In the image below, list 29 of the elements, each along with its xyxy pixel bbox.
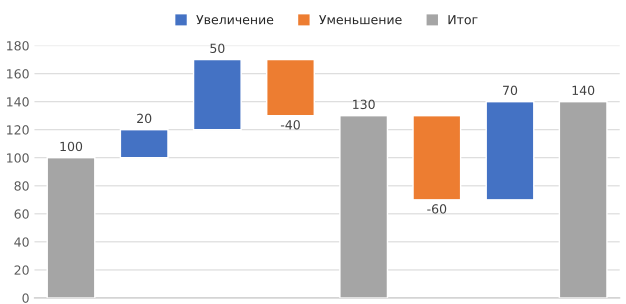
y-tick-label: 20 bbox=[14, 265, 29, 275]
y-tick-label: 100 bbox=[7, 153, 29, 163]
y-tick-label: 40 bbox=[14, 237, 29, 247]
data-label: -60 bbox=[427, 204, 446, 214]
bar bbox=[558, 100, 608, 298]
y-tick-label: 140 bbox=[7, 97, 29, 107]
data-label: 130 bbox=[353, 100, 375, 110]
legend-label: Увеличение bbox=[196, 15, 274, 24]
data-label: 50 bbox=[210, 44, 224, 54]
y-tick-label: 160 bbox=[7, 69, 29, 79]
bar bbox=[192, 58, 242, 130]
bar bbox=[46, 157, 96, 298]
bar bbox=[486, 100, 534, 200]
y-tick-label: 0 bbox=[22, 293, 29, 303]
bar bbox=[266, 58, 315, 116]
bar bbox=[120, 129, 169, 158]
legend-label: Итог bbox=[448, 15, 478, 24]
data-label: 100 bbox=[60, 142, 82, 152]
data-label: 70 bbox=[503, 86, 518, 96]
y-tick-label: 120 bbox=[7, 125, 29, 135]
data-label: 20 bbox=[137, 114, 152, 124]
data-label: 140 bbox=[572, 86, 594, 96]
y-tick-label: 60 bbox=[14, 209, 29, 219]
y-tick-label: 80 bbox=[14, 181, 29, 191]
y-tick-label: 180 bbox=[7, 41, 29, 51]
bar bbox=[412, 114, 462, 200]
legend-label: Уменьшение bbox=[319, 15, 402, 24]
data-label: -40 bbox=[280, 120, 300, 130]
bar bbox=[339, 114, 388, 298]
